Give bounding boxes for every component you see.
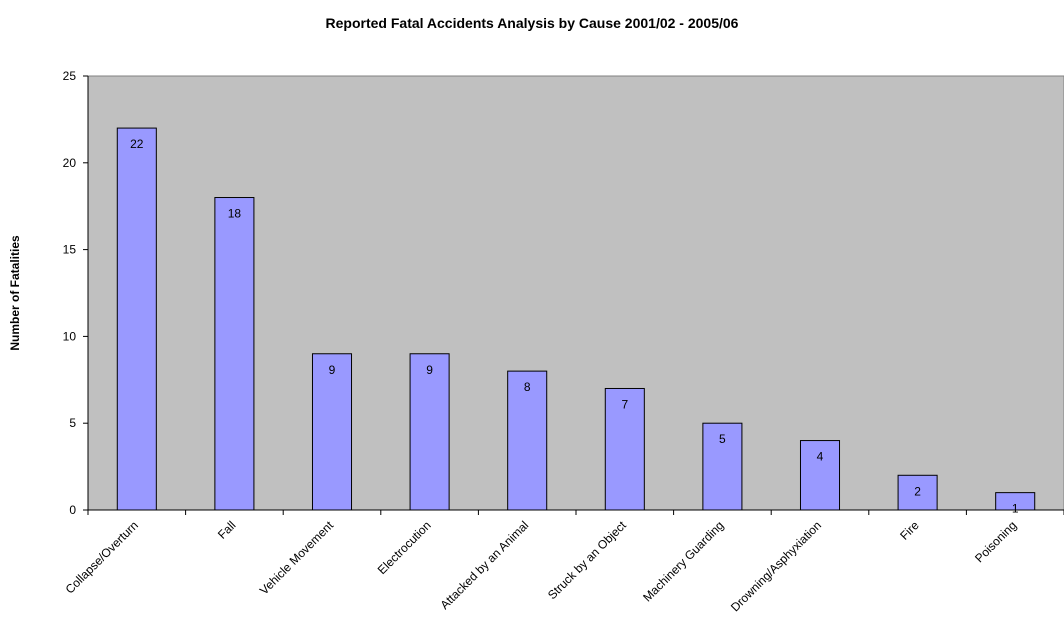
bar <box>214 197 255 511</box>
bar <box>116 127 157 511</box>
x-tick-label: Drowning/Asphyxiation <box>728 518 824 614</box>
data-labels: 22 18 9 9 8 7 5 4 2 1 <box>130 137 1019 516</box>
x-tick-label: Fall <box>215 518 239 542</box>
data-label: 22 <box>130 137 144 151</box>
data-label: 5 <box>719 432 726 446</box>
data-label: 9 <box>426 363 433 377</box>
bar <box>409 353 450 511</box>
y-tick-label: 10 <box>63 329 77 343</box>
bar <box>995 492 1036 511</box>
x-tick-label: Attacked by an Animal <box>437 518 531 612</box>
bar <box>702 422 743 511</box>
data-label: 1 <box>1012 502 1019 516</box>
bars <box>116 127 1036 511</box>
bar <box>507 370 548 511</box>
x-tick-label: Collapse/Overturn <box>63 518 141 596</box>
bar <box>311 353 353 511</box>
y-tick-label: 5 <box>69 416 76 430</box>
x-tick-label: Struck by an Object <box>545 518 629 602</box>
y-tick-label: 0 <box>69 503 76 517</box>
y-axis-title: Number of Fatalities <box>8 235 22 351</box>
x-tick-label: Vehicle Movement <box>257 518 337 598</box>
x-tick-label: Electrocution <box>375 518 434 577</box>
bar <box>799 440 841 511</box>
data-label: 2 <box>914 484 921 498</box>
x-tick-label: Fire <box>897 518 922 543</box>
data-label: 9 <box>329 363 336 377</box>
data-label: 7 <box>621 397 628 411</box>
y-axis: 0 5 10 15 20 25 <box>63 69 89 517</box>
data-label: 4 <box>817 450 824 464</box>
bar <box>897 474 938 511</box>
x-axis <box>87 509 1064 515</box>
y-tick-label: 15 <box>63 243 77 257</box>
bar <box>604 387 645 511</box>
x-tick-label: Poisoning <box>972 518 1019 565</box>
x-tick-labels: Collapse/Overturn Fall Vehicle Movement Ele… <box>63 518 1020 615</box>
data-label: 8 <box>524 380 531 394</box>
data-label: 18 <box>228 207 242 221</box>
y-tick-label: 25 <box>63 69 77 83</box>
chart-title: Reported Fatal Accidents Analysis by Cau… <box>326 15 739 31</box>
y-tick-label: 20 <box>63 156 77 170</box>
x-tick-label: Machinery Guarding <box>640 518 726 604</box>
